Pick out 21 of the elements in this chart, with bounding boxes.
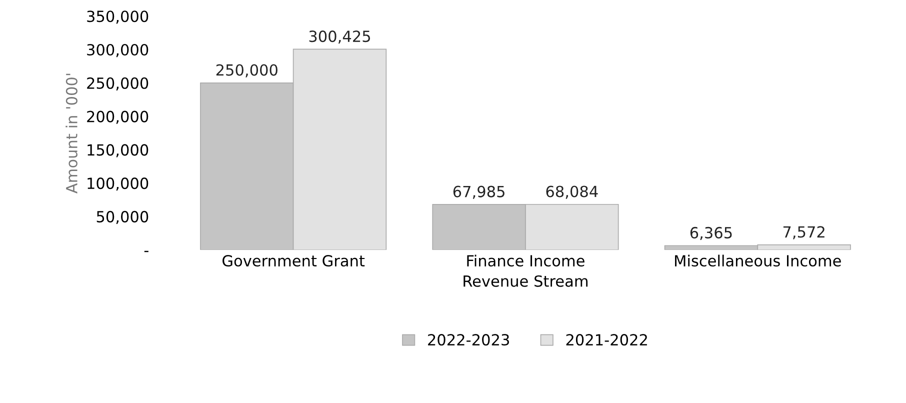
data-label: 250,000 bbox=[216, 64, 278, 78]
y-tick-label: 350,000 bbox=[87, 10, 148, 24]
y-tick-label: 250,000 bbox=[87, 77, 148, 90]
y-tick-label: 50,000 bbox=[96, 210, 148, 224]
y-tick-label: 300,000 bbox=[87, 44, 148, 58]
legend-label: 2022-2023 bbox=[428, 334, 509, 346]
data-label: 7,572 bbox=[783, 226, 824, 240]
data-label: 67,985 bbox=[453, 186, 504, 199]
x-tick-label: Finance Income bbox=[467, 254, 584, 267]
x-tick-label: Government Grant bbox=[222, 254, 365, 267]
data-label: 6,365 bbox=[690, 226, 732, 240]
data-label: 300,425 bbox=[309, 30, 370, 44]
x-tick-label: Miscellaneous Income bbox=[675, 254, 841, 267]
y-tick-label: 150,000 bbox=[88, 144, 148, 158]
y-axis-title: Amount in '000' bbox=[66, 74, 78, 194]
y-tick-label: 200,000 bbox=[87, 110, 148, 124]
data-label: 68,084 bbox=[546, 186, 598, 199]
legend-label: 2021-2022 bbox=[566, 334, 647, 346]
y-tick-label: 100,000 bbox=[88, 178, 148, 191]
x-axis-title: Revenue Stream bbox=[464, 275, 588, 287]
y-tick-label: - bbox=[144, 250, 148, 252]
